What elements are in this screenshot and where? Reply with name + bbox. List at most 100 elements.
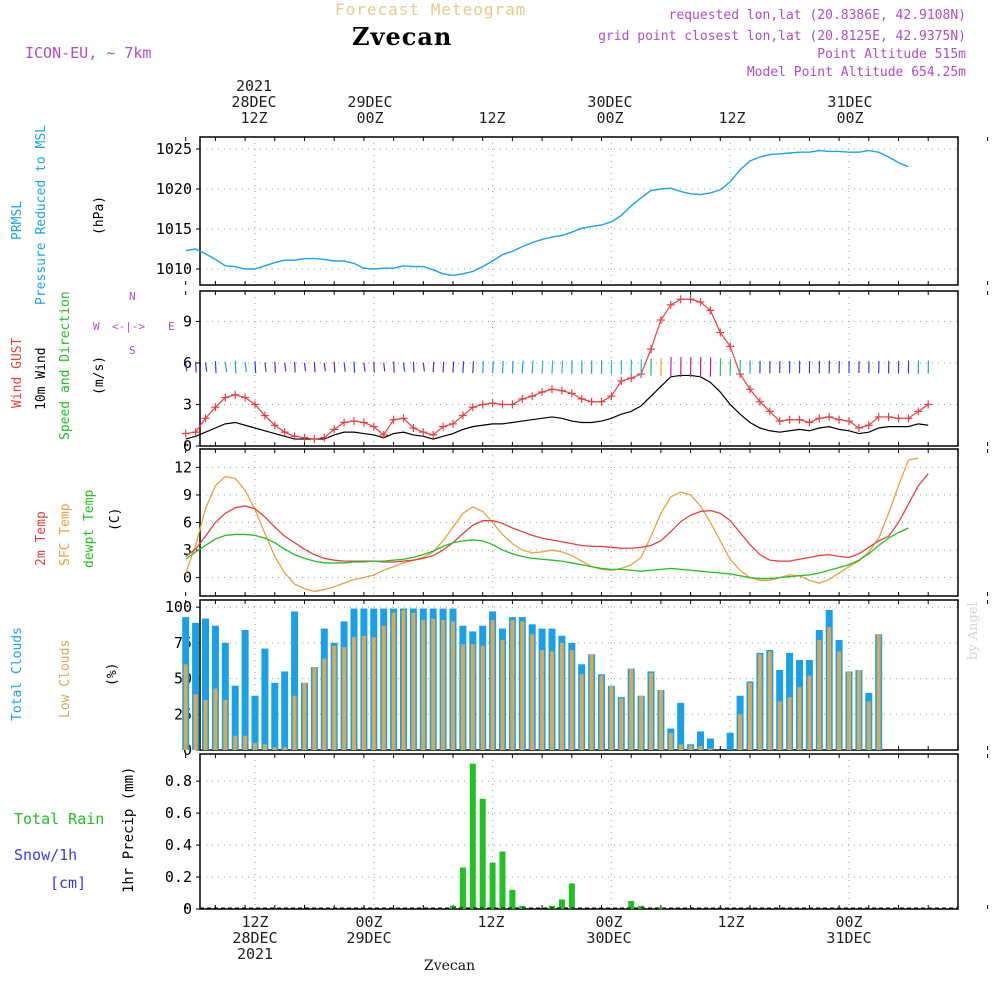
low-cloud-bar: [757, 654, 762, 750]
wind-arrow: [333, 361, 336, 373]
low-cloud-bar: [193, 694, 198, 750]
rain-bar: [558, 899, 565, 909]
low-cloud-bar: [253, 742, 257, 750]
wind-arrow: [561, 360, 564, 374]
top-axis-label: 30DEC 00Z: [587, 93, 633, 127]
gust-line: [185, 298, 929, 440]
rain-bar: [459, 867, 466, 909]
low-cloud-bar: [480, 645, 485, 750]
wind-arrow: [303, 362, 307, 372]
wind-arrow: [224, 361, 228, 373]
low-cloud-bar: [441, 620, 446, 750]
low-cloud-bar: [559, 642, 564, 750]
low-cloud-bar: [738, 714, 743, 750]
wind-arrow: [363, 362, 366, 372]
y-tick-label: 0.8: [165, 772, 192, 790]
wind-arrow: [393, 361, 395, 373]
low-cloud-bar: [451, 621, 455, 750]
low-cloud-bar: [579, 674, 584, 750]
wind-arrow: [323, 362, 326, 372]
rain-bar: [509, 889, 516, 909]
rain-bar: [549, 905, 555, 909]
y-tick-label: 0: [183, 569, 192, 587]
wind-arrow: [472, 361, 475, 374]
wind-arrow: [422, 362, 425, 372]
model-name: ICON-EU, ~ 7km: [25, 44, 152, 62]
low-cloud-bar: [639, 695, 644, 750]
rain-bar: [469, 763, 476, 909]
low-cloud-bar: [668, 732, 673, 750]
y-tick-label: 1010: [156, 260, 192, 278]
total-cloud-bar: [211, 625, 219, 750]
wind-arrow: [294, 361, 296, 373]
low-cloud-bar: [847, 671, 851, 750]
wind-arrow: [195, 361, 197, 373]
wind-arrow: [462, 361, 465, 373]
rain-bar: [568, 883, 575, 909]
low-cloud-bar: [827, 627, 832, 750]
panel-frame: [199, 753, 959, 910]
wind-arrow: [284, 362, 287, 372]
wind-arrow: [452, 361, 455, 373]
wind-arrow: [204, 362, 208, 372]
wind-arrow: [531, 360, 534, 374]
low-cloud-bar: [678, 744, 683, 750]
top-axis-label: 12Z: [478, 109, 506, 127]
dewpt-line: [185, 527, 909, 580]
wind-arrow: [492, 360, 494, 374]
top-axis-label: 31DEC 00Z: [827, 93, 873, 127]
y-tick-label: 9: [183, 312, 192, 330]
low-cloud-bar: [421, 620, 426, 750]
wind-arrow: [501, 360, 504, 374]
low-cloud-bar: [292, 695, 297, 750]
wind-arrow: [234, 360, 237, 374]
low-cloud-bar: [688, 745, 693, 750]
sfc-temp-line: [185, 457, 919, 593]
low-cloud-bar: [233, 735, 238, 750]
y-tick-label: 0.4: [165, 836, 192, 854]
low-cloud-bar: [817, 640, 822, 750]
total-cloud-bar: [291, 611, 299, 750]
wind-arrow: [353, 361, 356, 373]
meteogram-title: Forecast Meteogram: [335, 0, 527, 19]
y-tick-label: 0: [183, 900, 192, 918]
low-cloud-bar: [391, 612, 396, 750]
low-cloud-bar: [183, 664, 188, 750]
total-cloud-bar: [221, 642, 229, 750]
low-cloud-bar: [569, 650, 574, 750]
y-tick-label: 0: [183, 437, 192, 455]
t2m-line: [185, 473, 929, 563]
wind-speed-line: [185, 374, 929, 440]
low-cloud-bar: [243, 735, 248, 750]
low-cloud-bar: [649, 672, 653, 750]
low-cloud-bar: [223, 700, 228, 750]
y-tick-label: 3: [183, 395, 192, 413]
total-cloud-bar: [241, 630, 249, 750]
panel-frame: [199, 136, 959, 286]
low-cloud-bar: [332, 645, 337, 750]
low-cloud-bar: [460, 644, 465, 750]
low-cloud-bar: [213, 688, 218, 750]
total-cloud-bar: [251, 695, 259, 750]
bottom-axis-label: 00Z 30DEC: [586, 913, 632, 947]
low-cloud-bar: [272, 747, 277, 750]
low-cloud-bar: [619, 698, 624, 750]
low-cloud-bar: [361, 635, 366, 750]
total-cloud-bar: [726, 732, 734, 750]
total-cloud-bar: [271, 682, 279, 750]
low-cloud-bar: [767, 651, 772, 750]
low-cloud-bar: [609, 685, 614, 750]
low-cloud-bar: [510, 620, 515, 750]
wind-arrow: [511, 360, 514, 374]
rain-bar: [657, 907, 664, 909]
low-cloud-bar: [302, 682, 307, 750]
low-cloud-bar: [787, 697, 792, 750]
y-tick-label: 6: [183, 354, 192, 372]
snow-unit-label: [cm]: [50, 874, 87, 892]
y-tick-label: 1015: [156, 220, 192, 238]
bottom-axis-label: 12Z: [717, 913, 745, 931]
top-axis-label: 12Z: [718, 109, 746, 127]
low-cloud-bar: [698, 745, 703, 750]
y-tick-label: 1025: [156, 140, 192, 158]
rain-bar: [450, 905, 456, 909]
